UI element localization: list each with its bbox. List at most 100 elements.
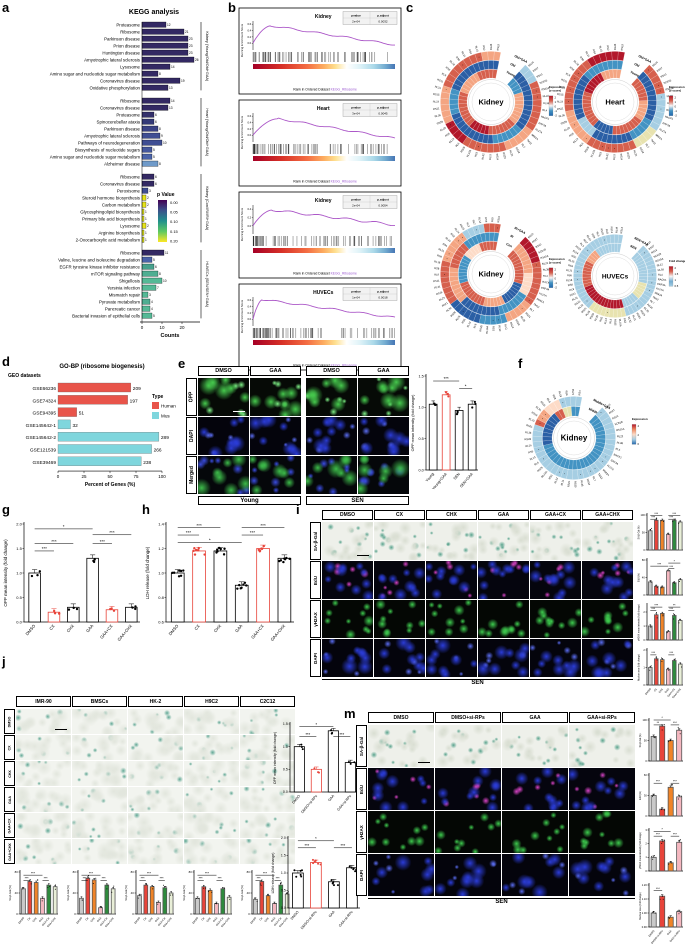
label: 50 [107,474,113,479]
label: CX [193,623,201,631]
label: 1 [145,210,147,214]
label: 0.0045 [378,112,388,116]
circle [677,798,679,800]
kegg-bar [141,256,153,263]
label: 100 [642,718,647,722]
circle [497,227,498,229]
micrograph-GAA+CHX-H9C2 [184,839,239,864]
label: RS21 [580,306,588,314]
kegg-bar [141,146,153,153]
label: 1.10 [642,897,648,901]
label: SA-β-Gal (%) [639,733,642,747]
label: *** [669,651,673,655]
circle [282,560,285,564]
label: *** [673,832,677,836]
label: RL7 [520,143,526,150]
micrograph-CHX-H9C2 [184,761,239,786]
label: 0.5 [16,595,22,600]
label: RL6 [533,460,540,466]
bar [678,620,683,641]
circle [134,607,137,611]
circle [42,897,44,899]
circle [354,870,357,873]
label: RS11 [569,291,577,297]
label: 0.0 [16,619,22,624]
kegg-bar [141,201,147,208]
label: 10 [163,279,167,283]
micrograph-Merged-GAA [358,456,409,494]
label: 5 [153,155,155,159]
label: *** [654,512,658,516]
micrograph-CHX-IMR-90 [16,761,71,786]
bar [79,897,84,915]
circle [666,631,668,633]
label: RL5 [595,231,601,237]
circle [607,147,609,149]
label: Ribosome [120,98,140,103]
label: 1.5 [281,854,286,858]
label: 0.2 [247,311,251,315]
panel-l-chart: 0.0 0.5 1.0 1.5 2.0 LDH release (fold change)… [271,836,360,930]
label: *** [672,512,676,516]
label: RS8 [434,266,440,271]
label: 9 [161,134,163,138]
label: RL32 [481,153,486,160]
label: EGFR tyrosine kinase inhibitor resistanc… [59,264,140,269]
label: 3 [149,293,151,297]
path [492,241,498,251]
scale-bar [55,728,67,730]
group-label-SEN: SEN [306,496,409,505]
label: *** [141,877,146,881]
circle [182,569,185,572]
label: 2-Oxocarboxylic acid metabolism [76,237,141,242]
label: RL21 [584,50,591,58]
label: -1 [675,109,678,113]
row-label-DAPI: DAPI [186,417,197,455]
label: Mismatch repair [109,292,141,297]
label: 0.0054 [378,204,388,208]
label: RL26 [439,125,447,132]
label: 0.4 [247,29,251,33]
label: 1.20 [642,883,648,887]
circle [457,240,459,242]
circle [670,861,672,863]
label: RS29 [626,152,632,160]
label: TM12 [526,138,534,146]
path [605,433,616,440]
label: RS13 [535,242,543,249]
circle [444,391,448,394]
micrograph-γH2AX-GAA+CX [530,600,581,638]
row-label-text: CX [7,745,12,750]
path [647,100,657,106]
label: RS4 [577,390,582,396]
circle [670,784,672,786]
label: *** [147,871,152,875]
label: 11 [165,251,169,255]
label: CX [142,916,148,922]
label: RS13 [660,72,668,79]
circle [317,771,320,774]
circle [81,899,83,901]
circle [655,612,657,614]
circle [217,546,221,550]
row-label-SA-β-Gal: SA-β-Gal [356,725,367,767]
circle [652,912,654,914]
micrograph-EdU-DMSO [322,561,373,599]
panel-label-i: i [296,502,300,517]
label: 1.5 [16,546,22,551]
label: RL6 [608,318,613,324]
label: *** [669,565,673,569]
label: RL14 [586,234,593,242]
circle [216,550,219,553]
label: RS29 [502,152,508,160]
circle [577,271,579,272]
micrograph-DMSO-BMSCs [72,709,127,734]
label: OPP mean intensity (fold change) [411,394,415,451]
circle [667,667,669,669]
label: RS16 [651,60,659,68]
kegg-bar [141,263,155,270]
circle [637,305,638,307]
circle [649,290,650,291]
circle [471,406,474,409]
